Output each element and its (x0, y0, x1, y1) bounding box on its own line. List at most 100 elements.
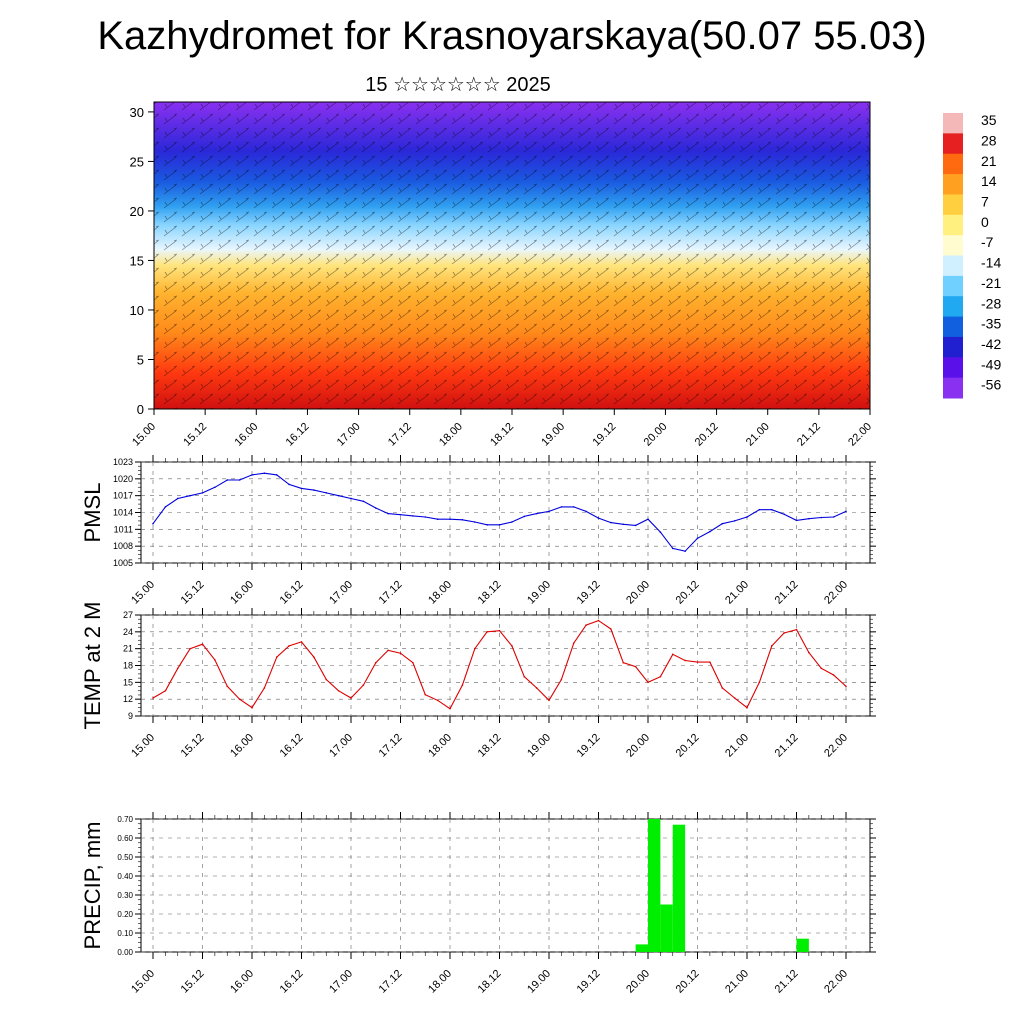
series-point (164, 506, 167, 508)
panel-x-tick-label: 21.00 (723, 732, 751, 760)
series-point (721, 522, 724, 525)
series-point (634, 665, 637, 668)
heatmap-y-tick-label: 30 (130, 105, 144, 120)
series-point (548, 510, 550, 513)
panel-x-tick-label: 16.00 (228, 968, 256, 996)
panel-y-tick-label: 1011 (114, 524, 133, 534)
temp-panel: 9 12 15 18 21 24 27 15.00 15.12 16.00 16.12 17.00 17… (80, 602, 876, 760)
colorbar-swatch (943, 113, 963, 134)
heatmap-x-tick-label: 17.00 (335, 421, 363, 449)
series-point (832, 674, 835, 676)
colorbar-swatch (943, 275, 963, 297)
colorbar: 35 28 21 14 7 0 -7 -14 -21 -28 -35 -42 -49 -56 (943, 112, 1001, 399)
panel-x-tick-label: 16.12 (278, 732, 306, 760)
panel-x-tick-label: 19.00 (525, 968, 553, 996)
panel-x-tick-label: 21.12 (773, 968, 801, 996)
series-point (622, 523, 625, 526)
series-point (498, 629, 501, 632)
colorbar-swatch (943, 133, 963, 155)
panel-y-tick-label: 27 (123, 610, 133, 620)
page-date: 15 ☆☆☆☆☆☆ 2025 (365, 74, 551, 96)
colorbar-label: 28 (981, 132, 997, 148)
series-point (473, 521, 476, 523)
series-point (572, 506, 575, 508)
panel-x-tick-label: 15.12 (179, 579, 207, 607)
series-point (387, 512, 389, 515)
series-point (176, 497, 179, 500)
series-point (523, 675, 526, 678)
heatmap-y-tick-label: 0 (137, 402, 144, 417)
panel-y-label: PRECIP, mm (80, 822, 105, 950)
series-point (251, 474, 253, 476)
series-point (152, 697, 154, 699)
heatmap-y-tick-label: 10 (130, 303, 144, 318)
series-point (473, 647, 476, 650)
panel-y-tick-label: 0.10 (117, 929, 133, 938)
panel-x-tick-label: 19.00 (525, 579, 553, 607)
panel-x-tick-label: 16.12 (278, 579, 306, 607)
series-point (659, 675, 662, 678)
colorbar-label: 14 (981, 173, 997, 189)
colorbar-swatch (943, 214, 963, 236)
colorbar-label: 21 (981, 153, 997, 169)
heatmap-x-tick-label: 15.12 (181, 421, 209, 449)
series-point (275, 656, 278, 658)
series-point (350, 697, 352, 699)
colorbar-label: 0 (981, 214, 989, 230)
series-point (263, 472, 266, 475)
colorbar-label: -56 (981, 377, 1001, 393)
series-point (572, 642, 575, 644)
series-point (523, 515, 526, 518)
series-point (275, 474, 278, 476)
panel-frame (140, 461, 871, 564)
colorbar-swatch (943, 235, 963, 256)
series-point (152, 522, 154, 525)
wind-barbs (154, 102, 870, 409)
heatmap-x-tick-label: 16.00 (232, 421, 260, 449)
series-point (610, 521, 612, 524)
panel-x-tick-label: 18.12 (476, 579, 504, 607)
series-point (709, 661, 711, 663)
heatmap-x-tick-label: 15.00 (130, 421, 158, 449)
colorbar-swatch (943, 194, 963, 216)
colorbar-label: -7 (981, 234, 994, 250)
panel-y-tick-label: 0.60 (117, 834, 133, 843)
series-point (758, 681, 761, 684)
series-point (238, 479, 241, 481)
series-point (721, 687, 724, 689)
colorbar-label: -28 (981, 295, 1001, 311)
series-point (783, 632, 785, 634)
colorbar-label: 7 (981, 194, 989, 210)
series-point (597, 517, 600, 519)
panel-y-tick-label: 1005 (113, 558, 133, 568)
precip-bar (648, 819, 661, 952)
panel-y-tick-label: 1020 (113, 474, 133, 484)
series-point (585, 624, 587, 626)
panel-x-tick-label: 17.00 (327, 579, 355, 607)
precip-bar (672, 824, 686, 952)
precip-bar (660, 904, 673, 952)
series-point (362, 684, 365, 686)
series-point (758, 508, 761, 511)
series-point (300, 641, 303, 643)
heatmap-x-tick-label: 18.12 (488, 421, 516, 449)
series-point (325, 678, 328, 681)
panel-y-tick-label: 1014 (113, 508, 133, 518)
heatmap-y-tick-label: 5 (137, 352, 144, 367)
series-point (300, 487, 303, 490)
colorbar-label: -14 (981, 255, 1001, 271)
series-point (585, 510, 587, 513)
series-point (511, 645, 513, 647)
series-point (795, 628, 798, 631)
colorbar-label: -21 (981, 275, 1001, 291)
series-point (808, 517, 810, 520)
series-point (696, 661, 699, 663)
panel-x-tick-label: 19.12 (575, 732, 603, 760)
heatmap-y-tick-label: 15 (130, 253, 144, 268)
panel-x-tick-label: 15.12 (179, 968, 207, 996)
panel-x-tick-label: 22.00 (822, 968, 850, 996)
series-point (399, 513, 402, 516)
series-point (387, 649, 389, 652)
panel-y-tick-label: 0.50 (117, 853, 133, 862)
